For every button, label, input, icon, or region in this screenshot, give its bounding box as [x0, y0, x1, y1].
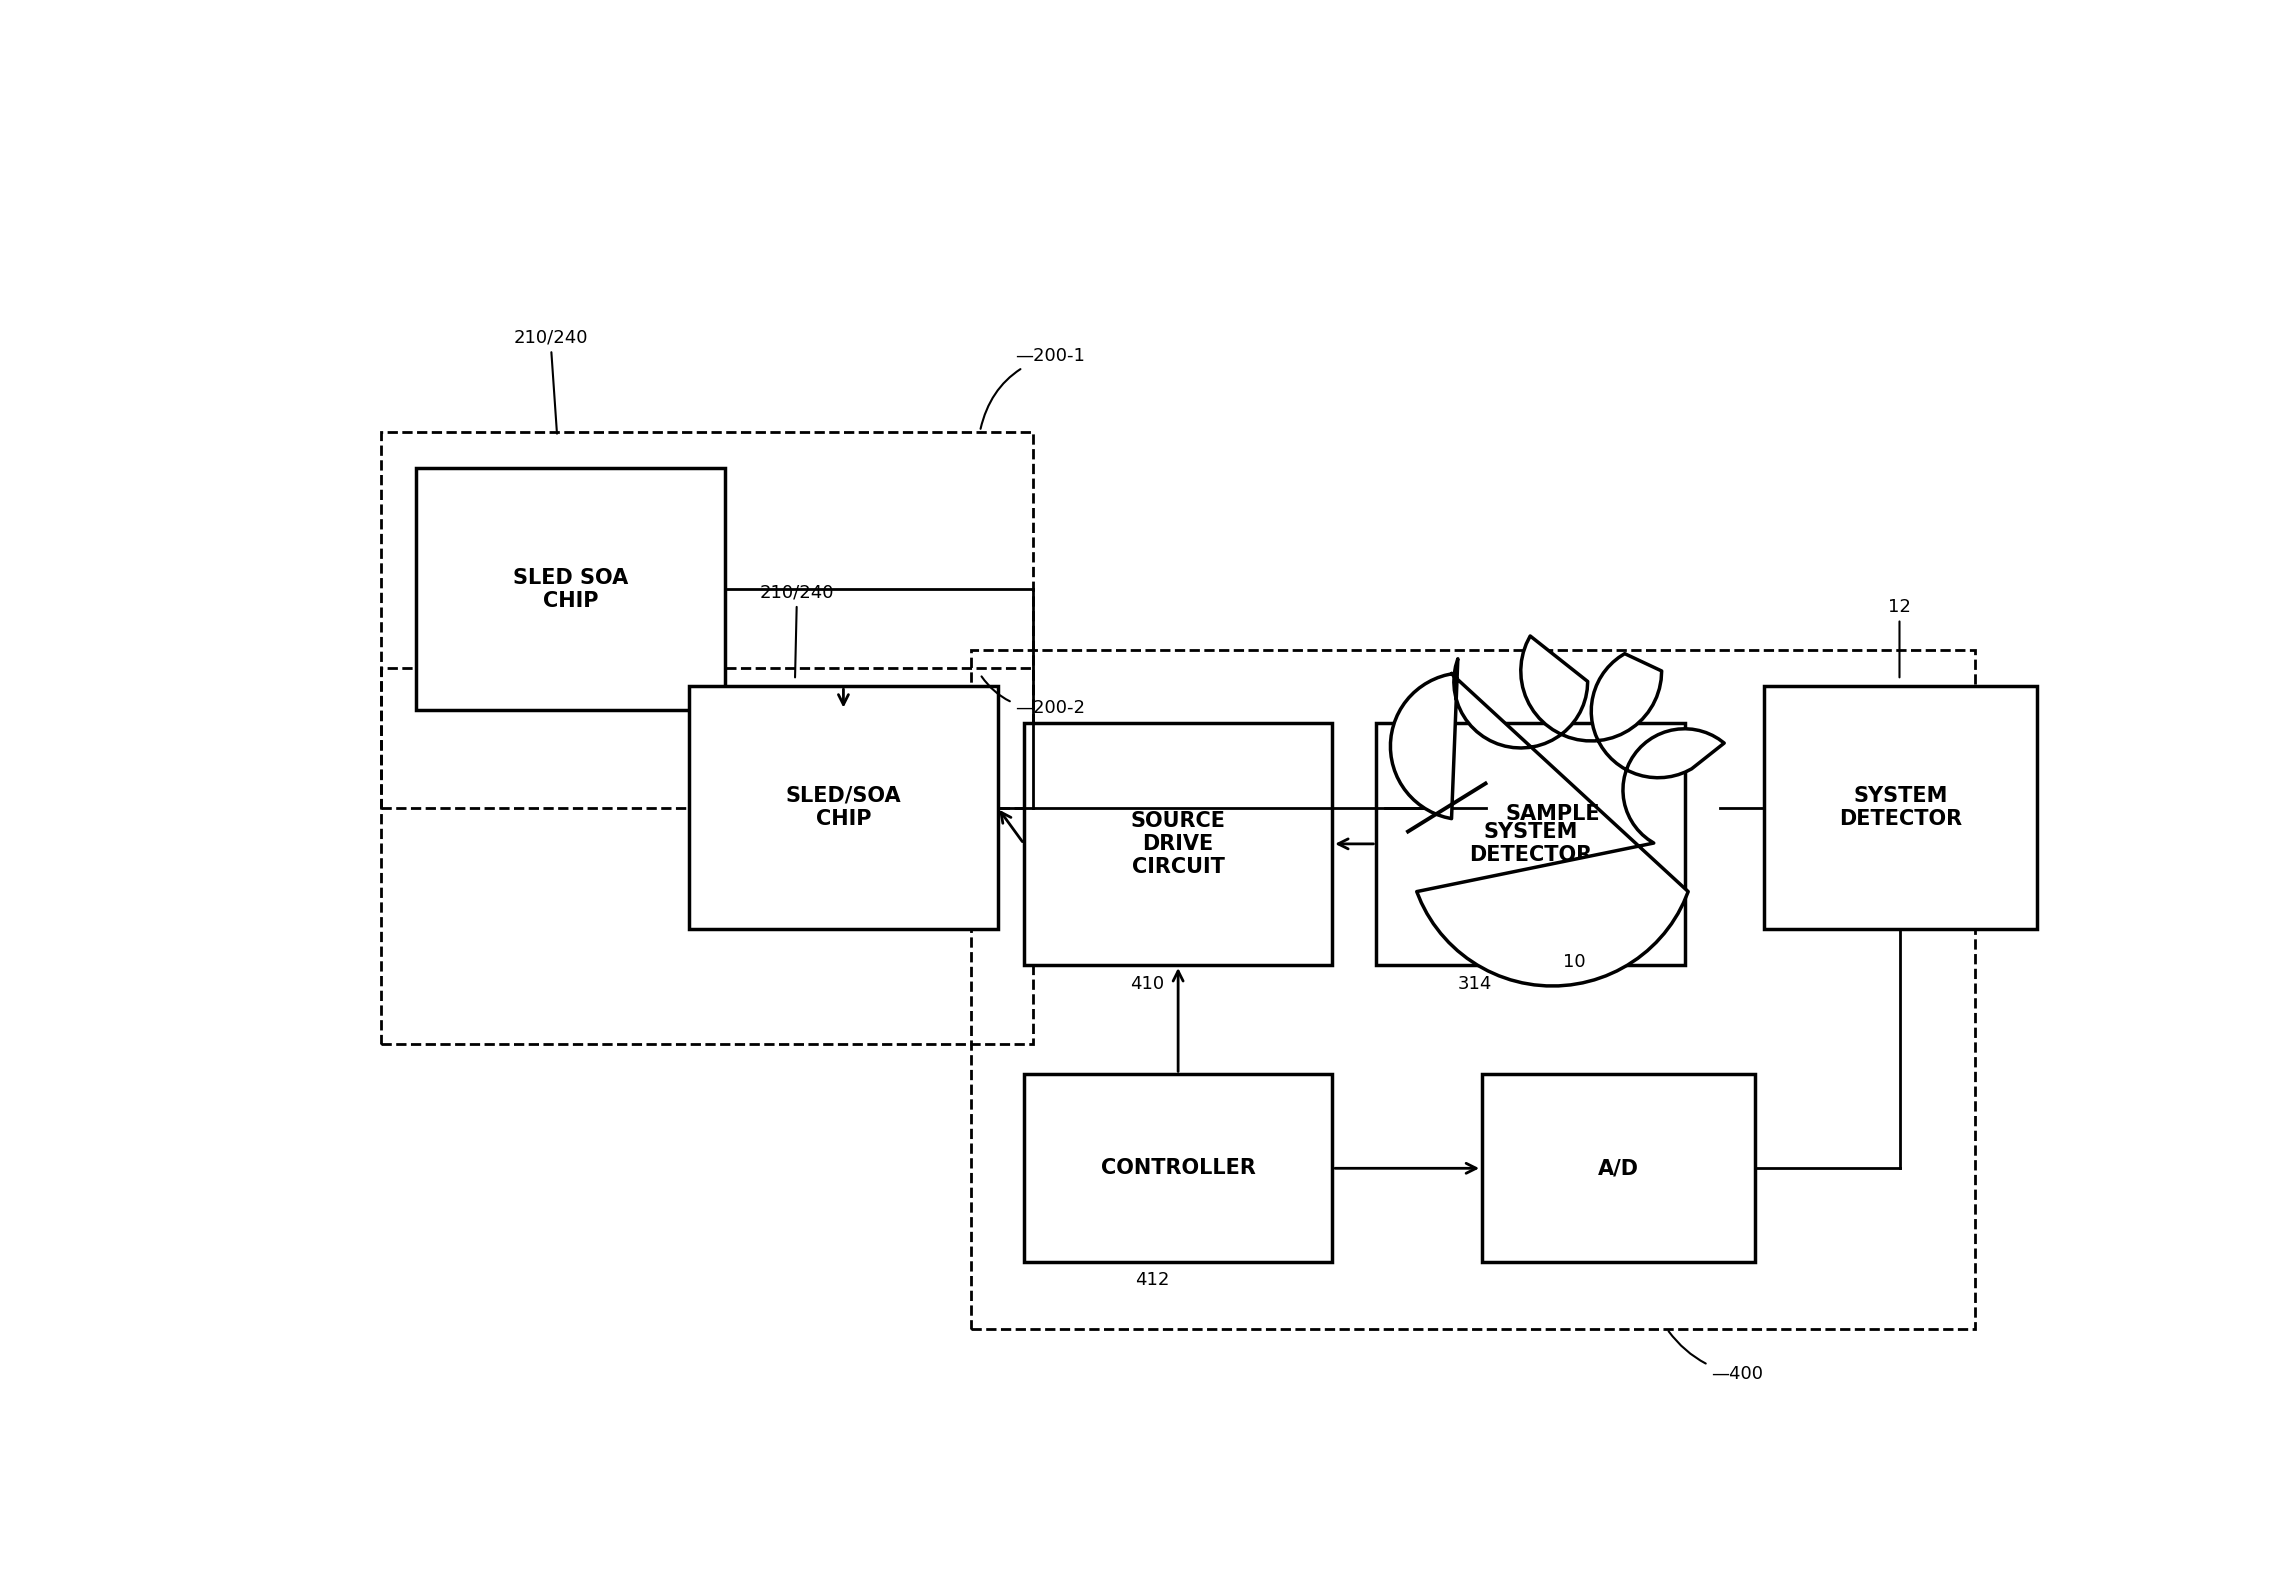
Bar [1023, 1074, 1332, 1262]
Text: 314: 314 [1457, 975, 1491, 992]
Text: SLED/SOA
CHIP: SLED/SOA CHIP [786, 786, 900, 828]
Text: 12: 12 [1889, 598, 1912, 677]
Text: —400: —400 [1668, 1331, 1764, 1383]
Text: 410: 410 [1130, 975, 1164, 992]
Text: —200-1: —200-1 [980, 346, 1084, 428]
Bar [1482, 1074, 1755, 1262]
Bar [382, 668, 1032, 1044]
Polygon shape [1391, 636, 1725, 986]
Text: 10: 10 [1564, 953, 1587, 972]
Bar [382, 432, 1032, 808]
Bar [1377, 723, 1684, 965]
Text: CONTROLLER: CONTROLLER [1100, 1158, 1255, 1178]
Text: 412: 412 [1134, 1271, 1168, 1288]
Bar [1023, 723, 1332, 965]
Bar [1764, 687, 2037, 929]
Bar [416, 468, 725, 710]
Text: A/D: A/D [1598, 1158, 1639, 1178]
Text: SOURCE
DRIVE
CIRCUIT: SOURCE DRIVE CIRCUIT [1130, 811, 1225, 877]
Text: 210/240: 210/240 [759, 583, 834, 677]
Text: —200-2: —200-2 [982, 676, 1084, 717]
Text: SYSTEM
DETECTOR: SYSTEM DETECTOR [1839, 786, 1962, 828]
Text: SLED SOA
CHIP: SLED SOA CHIP [514, 567, 627, 611]
Text: SAMPLE: SAMPLE [1505, 803, 1600, 824]
Text: 210/240: 210/240 [514, 329, 589, 433]
Bar [689, 687, 998, 929]
Text: SYSTEM
DETECTOR: SYSTEM DETECTOR [1468, 822, 1591, 866]
Bar [971, 650, 1975, 1329]
